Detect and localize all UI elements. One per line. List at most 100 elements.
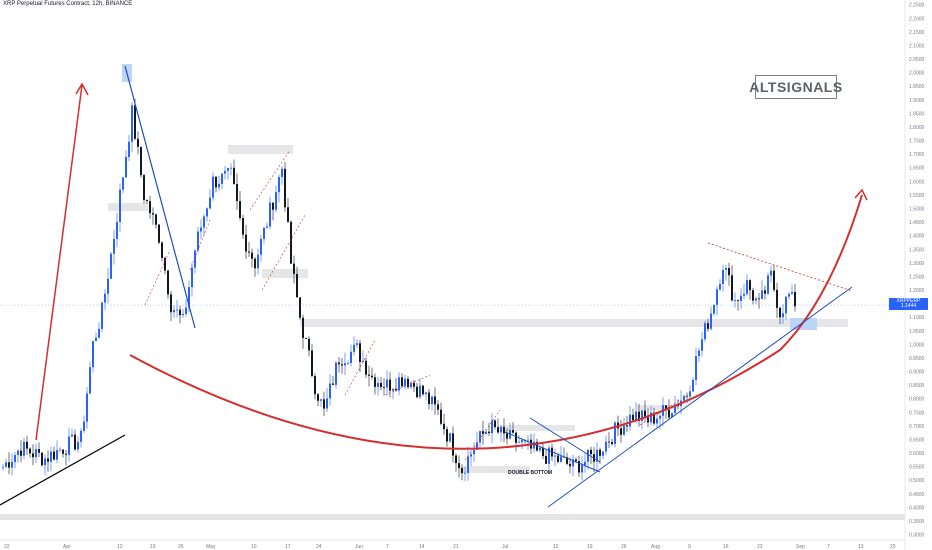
candle-body [707,323,709,329]
candle-body [350,351,352,363]
candle-body [458,463,460,469]
candle-body [683,395,685,401]
candle-body [560,456,562,462]
candle-body [266,226,268,228]
candle-body [752,290,754,301]
candle-body [608,441,610,443]
candle-body [59,449,61,451]
candle-body [536,441,538,451]
candle-body [533,441,535,449]
candle-body [35,449,37,458]
candle-body [392,388,394,391]
candle-body [710,313,712,329]
candle-body [548,447,550,464]
y-tick-label: 0.9000 [909,370,925,376]
y-tick-label: 0.3500 [909,519,925,525]
y-tick-label: 1.3500 [909,247,925,253]
candle-body [149,201,151,214]
candle-body [779,307,781,318]
candle-body [713,304,715,314]
dotted-channel-3 [261,214,306,291]
y-tick-label: 1.8000 [909,125,925,131]
candle-body [203,216,205,228]
candle-body [155,214,157,225]
candle-body [251,252,253,259]
candle-body [656,418,658,424]
candle-body [635,411,637,421]
support-zone-6 [500,425,575,431]
chart-title: XRP Perpetual Futures Contract, 12h, BIN… [3,1,133,7]
candle-body [110,253,112,279]
double-bottom-label: DOUBLE BOTTOM [508,470,552,476]
candle-body [290,221,292,264]
y-tick-label: 0.6000 [909,451,925,457]
candle-body [98,328,100,338]
candle-body [440,409,442,424]
candle-body [767,275,769,294]
candle-body [164,257,166,271]
candle-body [158,224,160,243]
y-tick-label: 1.7500 [909,139,925,145]
candle-body [620,428,622,435]
candle-body [92,341,94,368]
candle-body [95,337,97,342]
y-tick-label: 2.0500 [909,57,925,63]
candle-body [650,412,652,423]
candle-body [119,189,121,222]
candle-body [437,404,439,410]
candle-body [101,302,103,329]
candle-body [503,426,505,434]
candle-body [329,383,331,399]
candle-body [146,199,148,202]
x-tick-label: May [206,544,216,550]
candle-body [455,455,457,464]
dotted-channel-1 [189,219,211,271]
candle-body [107,278,109,294]
candle-body [464,472,466,474]
curve-arrow-head [854,188,868,201]
candle-body [485,431,487,435]
candle-body [320,399,322,401]
candle-body [740,295,742,302]
candle-body [737,300,739,302]
candle-body [212,176,214,198]
y-tick-label: 1.6000 [909,179,925,185]
x-tick-label: 14 [419,544,425,550]
candle-body [47,458,49,462]
y-tick-label: 1.6500 [909,166,925,172]
candle-body [638,411,640,421]
candle-body [614,422,616,445]
candle-body [53,451,55,460]
candle-body [131,105,133,142]
support-zone-7 [637,405,677,410]
candle-body [446,429,448,442]
candle-body [122,177,124,190]
candle-body [236,183,238,202]
y-tick-label: 1.1000 [909,315,925,321]
rally-arrow [35,84,83,441]
candle-body [557,455,559,462]
candle-body [782,313,784,318]
candle-body [23,441,25,456]
candle-body [473,449,475,455]
candle-body [182,313,184,316]
support-zone-3 [228,145,293,154]
price-tag-symbol: XRPPERP [896,298,921,304]
candle-body [611,442,613,445]
candle-body [644,410,646,418]
candle-body [269,202,271,227]
y-tick-label: 1.3000 [909,261,925,267]
candle-body [734,300,736,301]
x-tick-label: 12 [117,544,123,550]
candle-body [692,379,694,392]
candle-body [773,270,775,290]
candle-body [431,396,433,404]
candle-body [572,459,574,467]
y-tick-label: 0.8500 [909,383,925,389]
candle-body [686,395,688,397]
candle-body [188,287,190,308]
candle-body [512,430,514,433]
candle-body [506,433,508,439]
x-tick-label: 13 [858,544,864,550]
